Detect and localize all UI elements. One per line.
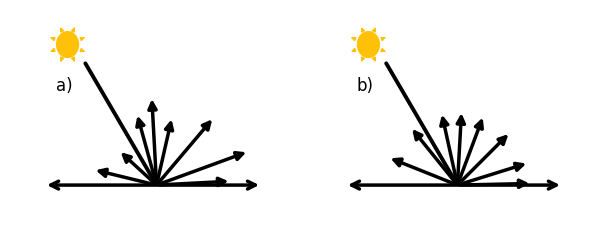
Ellipse shape [56, 32, 79, 57]
Text: b): b) [357, 77, 374, 95]
Ellipse shape [357, 32, 379, 57]
Text: a): a) [56, 77, 72, 95]
